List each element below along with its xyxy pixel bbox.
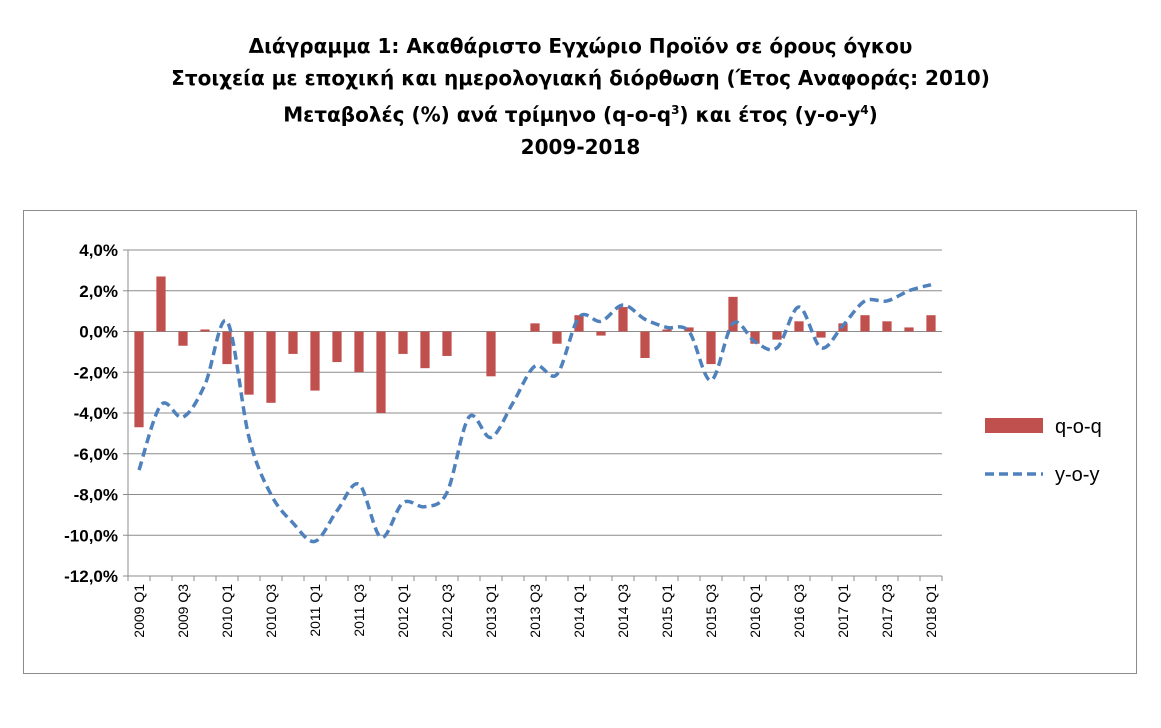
x-tick-label: 2010 Q3 <box>263 584 279 638</box>
bar-layer <box>134 276 936 428</box>
bar-q-o-q <box>156 276 166 332</box>
title-line-1: Διάγραμμα 1: Ακαθάριστο Εγχώριο Προϊόν σ… <box>248 34 913 58</box>
bar-q-o-q <box>266 331 276 403</box>
x-tick-label: 2015 Q1 <box>659 584 675 638</box>
label-layer: 4,0% 2,0% 0,0% -2,0% -4,0% -6,0% -8,0% -10,0% -1… <box>64 241 939 638</box>
x-tick-label: 2011 Q3 <box>351 584 367 637</box>
legend-label-q-o-q: q-o-q <box>1055 416 1102 438</box>
legend-label-y-o-y: y-o-y <box>1055 464 1099 486</box>
bar-q-o-q <box>486 331 496 377</box>
bar-q-o-q <box>860 315 870 332</box>
title-line-3: Μεταβολές (%) ανά τρίμηνο (q-o-q3) και έ… <box>0 94 1161 131</box>
bar-q-o-q <box>354 331 364 373</box>
x-tick-label: 2017 Q3 <box>879 584 895 638</box>
line-y-o-y <box>137 282 932 544</box>
bar-q-o-q <box>772 331 782 340</box>
x-tick-label: 2013 Q3 <box>527 584 543 638</box>
bar-q-o-q <box>442 331 452 356</box>
bar-q-o-q <box>200 329 210 332</box>
x-tick-label: 2012 Q3 <box>439 584 455 638</box>
bar-q-o-q <box>552 331 562 344</box>
bar-q-o-q <box>706 331 716 365</box>
title-line-4: 2009-2018 <box>520 134 641 159</box>
bar-q-o-q <box>794 321 804 332</box>
legend-layer: q-o-q y-o-y <box>985 416 1102 486</box>
bar-q-o-q <box>926 315 936 332</box>
bar-q-o-q <box>178 331 188 346</box>
y-tick-label: 0,0% <box>79 323 118 342</box>
x-tick-label: 2018 Q1 <box>923 584 939 638</box>
x-tick-label: 2015 Q3 <box>703 584 719 638</box>
x-tick-label: 2009 Q3 <box>175 584 191 638</box>
bar-q-o-q <box>904 327 914 332</box>
x-tick-label: 2010 Q1 <box>219 584 235 638</box>
y-tick-label: 4,0% <box>79 241 118 260</box>
bar-q-o-q <box>662 329 672 332</box>
y-tick-label: -10,0% <box>64 526 118 545</box>
bar-q-o-q <box>596 331 606 336</box>
y-tick-label: -4,0% <box>74 404 118 423</box>
line-layer <box>137 282 932 544</box>
y-tick-label: -8,0% <box>74 486 118 505</box>
bar-q-o-q <box>376 331 386 413</box>
x-tick-label: 2016 Q3 <box>791 584 807 638</box>
bar-q-o-q <box>420 331 430 369</box>
bar-q-o-q <box>288 331 298 354</box>
bar-q-o-q <box>222 331 232 365</box>
y-tick-label: 2,0% <box>79 282 118 301</box>
bar-q-o-q <box>640 331 650 358</box>
footnote-ref-3: 3 <box>671 103 680 117</box>
bar-q-o-q <box>332 331 342 363</box>
footnote-ref-4: 4 <box>860 103 869 117</box>
axis-layer <box>123 249 943 581</box>
title-line-3-end: ) <box>868 102 878 127</box>
x-tick-label: 2014 Q1 <box>571 584 587 638</box>
title-line-3-main: Μεταβολές (%) ανά τρίμηνο (q-o-q <box>283 102 672 127</box>
x-tick-label: 2014 Q3 <box>615 584 631 638</box>
x-tick-label: 2009 Q1 <box>131 584 147 638</box>
bar-q-o-q <box>244 331 254 395</box>
title-line-2: Στοιχεία με εποχική και ημερολογιακή διό… <box>171 66 990 90</box>
bar-q-o-q <box>618 307 628 332</box>
title-line-3-mid: ) και έτος (y-o-y <box>679 102 861 127</box>
chart-title: Διάγραμμα 1: Ακαθάριστο Εγχώριο Προϊόν σ… <box>0 30 1161 163</box>
bar-q-o-q <box>574 315 584 332</box>
bar-q-o-q <box>310 331 320 391</box>
chart-frame <box>23 210 1137 674</box>
x-tick-label: 2013 Q1 <box>483 584 499 638</box>
y-tick-label: -2,0% <box>74 363 118 382</box>
y-tick-label: -6,0% <box>74 445 118 464</box>
x-tick-label: 2017 Q1 <box>835 584 851 638</box>
x-tick-label: 2016 Q1 <box>747 584 763 638</box>
bar-q-o-q <box>398 331 408 354</box>
bar-q-o-q <box>530 323 540 332</box>
grid-layer <box>128 249 942 577</box>
x-tick-label: 2012 Q1 <box>395 584 411 638</box>
bar-q-o-q <box>882 321 892 332</box>
bar-q-o-q <box>728 296 738 332</box>
bar-q-o-q <box>750 331 760 344</box>
y-tick-label: -12,0% <box>64 567 118 586</box>
bar-q-o-q <box>134 331 144 428</box>
bar-q-o-q <box>816 331 826 338</box>
x-tick-label: 2011 Q1 <box>307 584 323 637</box>
legend-swatch-q-o-q <box>985 418 1043 433</box>
bar-q-o-q <box>684 327 694 332</box>
